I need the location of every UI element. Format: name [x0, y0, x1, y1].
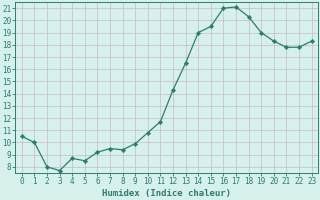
X-axis label: Humidex (Indice chaleur): Humidex (Indice chaleur)	[102, 189, 231, 198]
